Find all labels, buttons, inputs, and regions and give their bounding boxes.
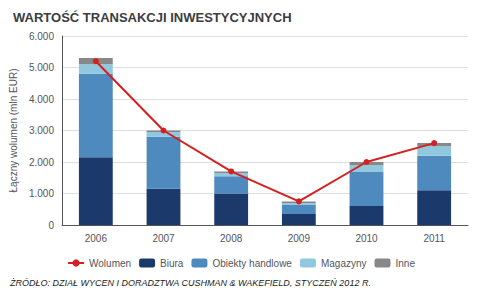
svg-text:Wolumen: Wolumen: [89, 258, 131, 269]
svg-text:Łączny wolumen (mln EUR): Łączny wolumen (mln EUR): [8, 69, 19, 193]
svg-text:6.000: 6.000: [29, 31, 54, 42]
svg-text:2011: 2011: [423, 233, 445, 244]
svg-text:2006: 2006: [85, 233, 108, 244]
svg-text:Obiekty handlowe: Obiekty handlowe: [212, 258, 292, 269]
svg-text:3.000: 3.000: [29, 125, 54, 136]
svg-text:1.000: 1.000: [29, 188, 54, 199]
svg-text:0: 0: [48, 220, 54, 231]
svg-text:WARTOŚĆ TRANSAKCJI INWESTYCYJN: WARTOŚĆ TRANSAKCJI INWESTYCYJNYCH: [13, 10, 292, 25]
svg-text:4.000: 4.000: [29, 94, 54, 105]
svg-text:5.000: 5.000: [29, 62, 54, 73]
svg-text:2.000: 2.000: [29, 157, 54, 168]
svg-text:2009: 2009: [288, 233, 311, 244]
svg-text:Magazyny: Magazyny: [321, 258, 367, 269]
svg-text:2008: 2008: [220, 233, 243, 244]
svg-text:Biura: Biura: [160, 258, 184, 269]
svg-text:Inne: Inne: [396, 258, 416, 269]
svg-text:2007: 2007: [152, 233, 175, 244]
svg-text:ŻRÓDŁO: DZIAŁ WYCEN I DORADZTW: ŻRÓDŁO: DZIAŁ WYCEN I DORADZTWA CUSHMAN …: [9, 278, 371, 288]
svg-text:2010: 2010: [355, 233, 378, 244]
